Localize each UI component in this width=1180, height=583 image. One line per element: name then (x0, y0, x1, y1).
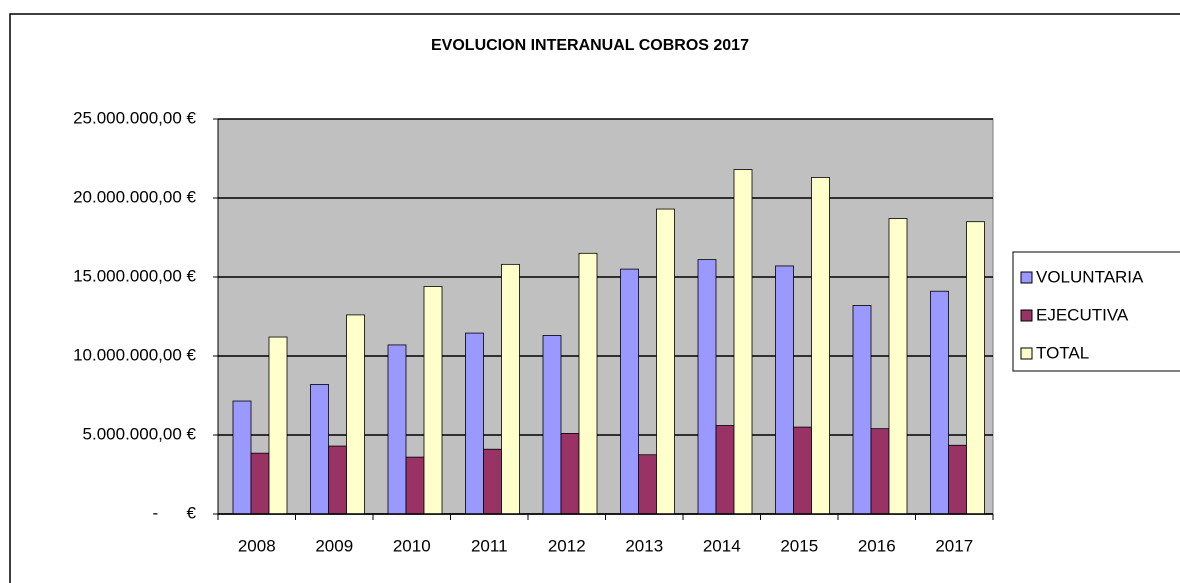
y-tick-label: 25.000.000,00 € (73, 108, 196, 127)
bar (870, 428, 890, 515)
bar (268, 336, 288, 515)
bar (888, 218, 908, 515)
legend-label: TOTAL (1036, 343, 1089, 362)
bar (638, 454, 657, 515)
x-tick-label: 2011 (471, 536, 508, 555)
x-tick-label: 2017 (935, 536, 973, 555)
bar (966, 221, 985, 515)
bar (793, 426, 812, 515)
bar (310, 384, 329, 515)
bar (542, 335, 562, 515)
bar (328, 445, 347, 515)
bar (733, 169, 753, 515)
legend-swatch (1020, 347, 1033, 360)
bar (346, 314, 365, 515)
x-tick-label: 2010 (393, 536, 431, 555)
x-tick-label: 2013 (625, 536, 663, 555)
legend-label: VOLUNTARIA (1036, 267, 1144, 286)
x-tick-label: 2016 (858, 536, 896, 555)
x-tick-label: 2008 (238, 536, 276, 555)
chart-title: EVOLUCION INTERANUAL COBROS 2017 (431, 37, 749, 54)
bar (697, 259, 717, 515)
bar (387, 344, 407, 515)
legend-label: EJECUTIVA (1036, 305, 1129, 324)
bar (250, 452, 270, 515)
bar (423, 286, 443, 515)
bar (405, 456, 425, 515)
bar (578, 252, 598, 515)
x-tick-label: 2009 (315, 536, 353, 555)
bar (811, 177, 830, 515)
y-tick-label: 15.000.000,00 € (73, 266, 196, 285)
y-tick-label: 20.000.000,00 € (73, 187, 196, 206)
legend-swatch (1020, 309, 1033, 322)
bar (232, 400, 252, 515)
bar (483, 448, 502, 515)
bar (948, 444, 967, 515)
bar (560, 433, 580, 515)
bar (620, 268, 639, 515)
legend-swatch (1020, 271, 1033, 284)
x-tick-label: 2014 (703, 536, 741, 555)
bar (656, 208, 675, 515)
x-tick-label: 2012 (548, 536, 586, 555)
bar (715, 425, 735, 515)
y-tick-label: 5.000.000,00 € (83, 424, 197, 443)
bar (930, 290, 949, 515)
y-tick-label: - € (153, 503, 197, 522)
y-tick-label: 10.000.000,00 € (73, 345, 196, 364)
x-tick-label: 2015 (780, 536, 818, 555)
bar (465, 332, 484, 515)
bar (775, 265, 794, 515)
bar (852, 305, 872, 515)
legend-box (1012, 251, 1180, 372)
bar (501, 263, 520, 515)
